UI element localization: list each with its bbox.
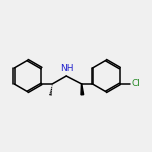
Polygon shape <box>81 84 84 95</box>
Text: Cl: Cl <box>131 79 140 88</box>
Text: NH: NH <box>60 64 74 73</box>
